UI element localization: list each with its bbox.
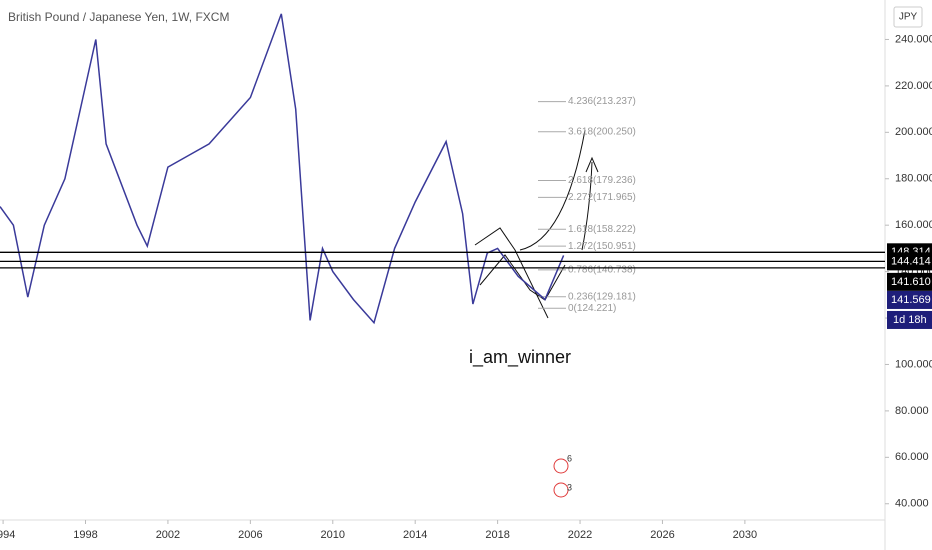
- chart-title: British Pound / Japanese Yen, 1W, FXCM: [8, 10, 229, 24]
- event-icon[interactable]: [553, 482, 569, 498]
- countdown: 1d 18h: [893, 314, 927, 326]
- fib-label: 2.618(179.236): [568, 175, 636, 186]
- price-line: [0, 13, 565, 325]
- x-tick-label: 2022: [568, 529, 592, 541]
- x-tick-label: 1994: [0, 529, 15, 541]
- x-tick-label: 2006: [238, 529, 262, 541]
- currency-box[interactable]: [893, 6, 923, 28]
- fib-label: 3.618(200.250): [568, 126, 636, 137]
- arrow-head: [585, 156, 599, 173]
- arrow: [581, 161, 593, 251]
- y-tick-label: 40.000: [895, 498, 929, 510]
- y-tick-label: 80.000: [895, 405, 929, 417]
- x-tick-label: 2010: [321, 529, 345, 541]
- watermark: i_am_winner: [469, 347, 571, 368]
- x-tick-label: 2026: [650, 529, 674, 541]
- level-label-box: [887, 252, 932, 271]
- y-tick-label: 60.000: [895, 451, 929, 463]
- fib-label: 0.786(140.738): [568, 265, 636, 276]
- event-count[interactable]: 6: [567, 453, 572, 463]
- y-tick-label: 220.000: [895, 80, 932, 92]
- x-tick-label: 2018: [485, 529, 509, 541]
- x-tick-label: 1998: [73, 529, 97, 541]
- fib-label: 1.272(150.951): [568, 241, 636, 252]
- fib-label: 0.236(129.181): [568, 291, 636, 302]
- y-tick-label: 240.000: [895, 33, 932, 45]
- price-label: 141.569: [891, 294, 931, 306]
- drawings: [474, 129, 599, 319]
- fib-label: 2.272(171.965): [568, 192, 636, 203]
- level-label-box: [887, 272, 932, 291]
- event-icon[interactable]: [553, 458, 569, 474]
- level-label: 144.414: [891, 255, 931, 267]
- fib-label: 4.236(213.237): [568, 96, 636, 107]
- y-tick-label: 200.000: [895, 126, 932, 138]
- x-tick-label: 2014: [403, 529, 427, 541]
- price-label-box: [887, 290, 932, 309]
- x-tick-label: 2030: [733, 529, 757, 541]
- x-tick-label: 2002: [156, 529, 180, 541]
- y-tick-label: 100.000: [895, 358, 932, 370]
- curve: [519, 129, 586, 251]
- level-label: 141.610: [891, 276, 931, 288]
- countdown-box: [887, 310, 932, 329]
- event-count[interactable]: 3: [567, 482, 572, 492]
- fib-label: 0(124.221): [568, 303, 616, 314]
- trend-line: [479, 254, 566, 301]
- fib-label: 1.618(158.222): [568, 224, 636, 235]
- y-tick-label: 180.000: [895, 173, 932, 185]
- y-tick-label: 160.000: [895, 219, 932, 231]
- trend-line: [474, 227, 549, 319]
- currency[interactable]: JPY: [899, 12, 918, 23]
- icons[interactable]: 6 3: [553, 453, 572, 498]
